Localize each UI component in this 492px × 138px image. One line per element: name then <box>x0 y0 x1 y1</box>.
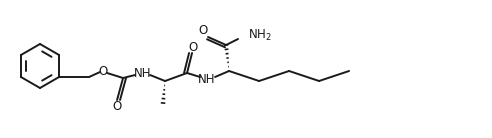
Text: O: O <box>198 23 208 36</box>
Text: NH$_2$: NH$_2$ <box>248 27 272 43</box>
Text: NH: NH <box>134 67 152 79</box>
Text: O: O <box>98 64 108 78</box>
Text: O: O <box>112 99 121 112</box>
Text: O: O <box>188 40 198 54</box>
Text: NH: NH <box>198 72 216 86</box>
